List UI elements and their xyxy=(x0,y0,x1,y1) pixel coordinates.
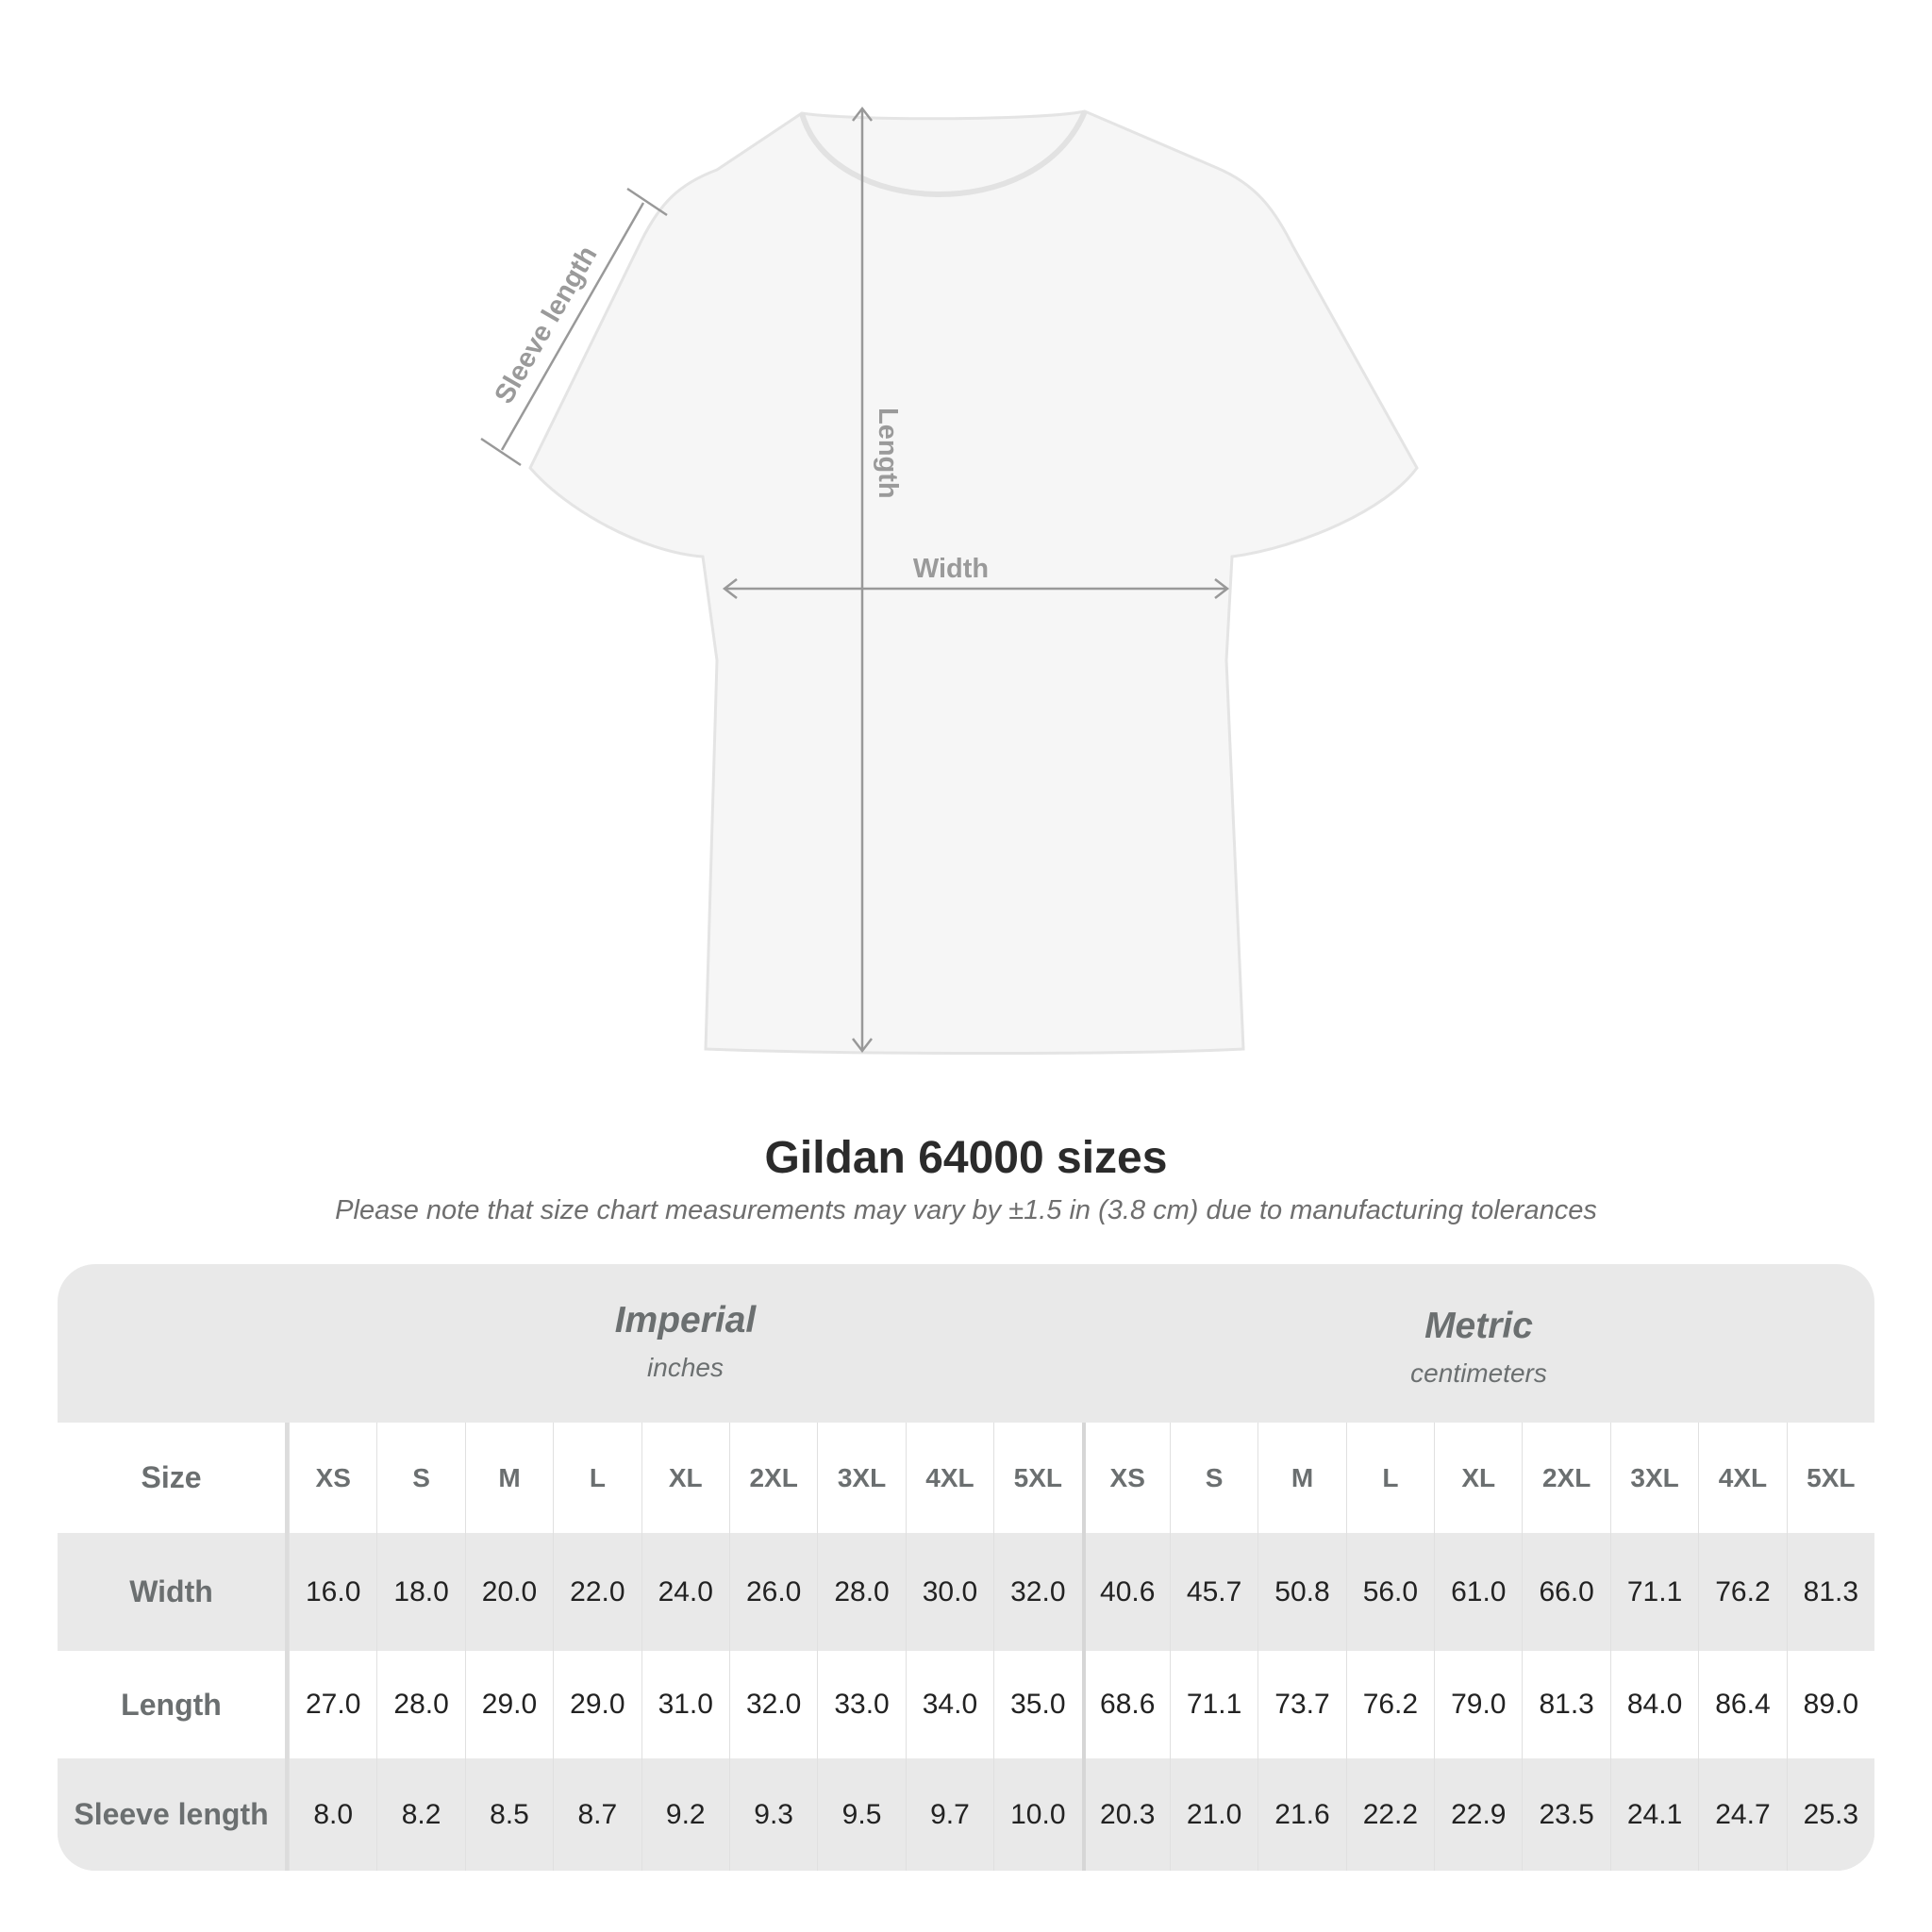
row-label: Width xyxy=(58,1533,289,1651)
value-cell: 84.0 xyxy=(1609,1651,1698,1758)
size-header-cell: 5XL xyxy=(1786,1423,1874,1533)
value-cell: 20.0 xyxy=(464,1533,553,1651)
value-cell: 9.3 xyxy=(728,1758,817,1871)
value-cell: 71.1 xyxy=(1609,1533,1698,1651)
value-cell: 29.0 xyxy=(464,1651,553,1758)
size-header-cell: 3XL xyxy=(817,1423,905,1533)
value-cell: 21.6 xyxy=(1257,1758,1345,1871)
value-cell: 79.0 xyxy=(1434,1651,1522,1758)
size-table: Imperial inches Metric centimeters Size X… xyxy=(58,1264,1874,1871)
value-cell: 26.0 xyxy=(728,1533,817,1651)
value-cell: 50.8 xyxy=(1257,1533,1345,1651)
value-cell: 18.0 xyxy=(376,1533,464,1651)
value-cell: 89.0 xyxy=(1786,1651,1874,1758)
value-cell: 25.3 xyxy=(1786,1758,1874,1871)
value-cell: 71.1 xyxy=(1169,1651,1257,1758)
size-header-cell: 4XL xyxy=(1698,1423,1786,1533)
value-cell: 22.9 xyxy=(1434,1758,1522,1871)
value-cell: 61.0 xyxy=(1434,1533,1522,1651)
size-header-cell: XS xyxy=(289,1423,376,1533)
row-label: Sleeve length xyxy=(58,1758,289,1871)
value-cell: 45.7 xyxy=(1169,1533,1257,1651)
row-label: Length xyxy=(58,1651,289,1758)
value-cell: 81.3 xyxy=(1786,1533,1874,1651)
value-cell: 9.7 xyxy=(905,1758,993,1871)
imperial-unit: inches xyxy=(647,1353,724,1382)
sleeve-arrow xyxy=(500,202,645,451)
size-header-cell: M xyxy=(1257,1423,1345,1533)
value-cell: 20.3 xyxy=(1081,1758,1170,1871)
size-header-cell: 4XL xyxy=(905,1423,993,1533)
value-cell: 29.0 xyxy=(553,1651,641,1758)
value-cell: 81.3 xyxy=(1522,1651,1609,1758)
value-cell: 56.0 xyxy=(1345,1533,1434,1651)
value-cell: 34.0 xyxy=(905,1651,993,1758)
value-cell: 16.0 xyxy=(289,1533,376,1651)
value-cell: 8.0 xyxy=(289,1758,376,1871)
value-cell: 33.0 xyxy=(817,1651,905,1758)
page-title: Gildan 64000 sizes xyxy=(764,1133,1168,1183)
value-cell: 35.0 xyxy=(993,1651,1081,1758)
metric-unit: centimeters xyxy=(1410,1358,1547,1388)
size-header-cell: S xyxy=(1169,1423,1257,1533)
imperial-header: Imperial inches xyxy=(289,1264,1082,1423)
value-cell: 68.6 xyxy=(1081,1651,1170,1758)
value-cell: 22.0 xyxy=(553,1533,641,1651)
length-label: Length xyxy=(873,408,903,499)
tolerance-note: Please note that size chart measurements… xyxy=(335,1195,1597,1225)
value-cell: 28.0 xyxy=(817,1533,905,1651)
tshirt-diagram: Length Width Sleeve length xyxy=(480,106,1419,1055)
value-cell: 8.2 xyxy=(376,1758,464,1871)
value-cell: 24.0 xyxy=(641,1533,729,1651)
size-header-cell: 5XL xyxy=(993,1423,1081,1533)
collar xyxy=(799,109,1088,197)
value-cell: 32.0 xyxy=(993,1533,1081,1651)
size-header-cell: XL xyxy=(1434,1423,1522,1533)
imperial-title: Imperial xyxy=(614,1300,757,1341)
value-cell: 24.7 xyxy=(1698,1758,1786,1871)
value-cell: 27.0 xyxy=(289,1651,376,1758)
metric-title: Metric xyxy=(1424,1306,1533,1346)
size-header-cell: L xyxy=(553,1423,641,1533)
table-row: Sleeve length 8.0 8.2 8.5 8.7 9.2 9.3 9.5 9.7 10.… xyxy=(58,1758,1874,1871)
value-cell: 22.2 xyxy=(1345,1758,1434,1871)
value-cell: 40.6 xyxy=(1081,1533,1170,1651)
width-label: Width xyxy=(913,554,989,584)
size-header-cell: XL xyxy=(641,1423,729,1533)
size-header-cell: L xyxy=(1345,1423,1434,1533)
value-cell: 23.5 xyxy=(1522,1758,1609,1871)
size-header-cell: S xyxy=(376,1423,464,1533)
value-cell: 8.7 xyxy=(553,1758,641,1871)
value-cell: 86.4 xyxy=(1698,1651,1786,1758)
value-cell: 9.2 xyxy=(641,1758,729,1871)
table-row: Width 16.0 18.0 20.0 22.0 24.0 26.0 28.0 30.0 32.… xyxy=(58,1533,1874,1651)
table-row: Length 27.0 28.0 29.0 29.0 31.0 32.0 33.0 34.0 35… xyxy=(58,1651,1874,1758)
value-cell: 66.0 xyxy=(1522,1533,1609,1651)
value-cell: 30.0 xyxy=(905,1533,993,1651)
value-cell: 31.0 xyxy=(641,1651,729,1758)
size-header-cell: 2XL xyxy=(1522,1423,1609,1533)
size-header-cell: 2XL xyxy=(728,1423,817,1533)
size-header-cell: 3XL xyxy=(1609,1423,1698,1533)
value-cell: 10.0 xyxy=(993,1758,1081,1871)
size-header-cell: M xyxy=(464,1423,553,1533)
value-cell: 76.2 xyxy=(1345,1651,1434,1758)
size-header-row: Size XS S M L XL 2XL 3XL 4XL 5XL XS S M L XL 2XL 3XL 4XL 5… xyxy=(58,1423,1874,1533)
value-cell: 73.7 xyxy=(1257,1651,1345,1758)
value-cell: 24.1 xyxy=(1609,1758,1698,1871)
row-label: Size xyxy=(58,1423,289,1533)
value-cell: 8.5 xyxy=(464,1758,553,1871)
value-cell: 28.0 xyxy=(376,1651,464,1758)
value-cell: 76.2 xyxy=(1698,1533,1786,1651)
size-header-cell: XS xyxy=(1081,1423,1170,1533)
metric-header: Metric centimeters xyxy=(1082,1264,1874,1428)
value-cell: 9.5 xyxy=(817,1758,905,1871)
value-cell: 21.0 xyxy=(1169,1758,1257,1871)
value-cell: 32.0 xyxy=(728,1651,817,1758)
